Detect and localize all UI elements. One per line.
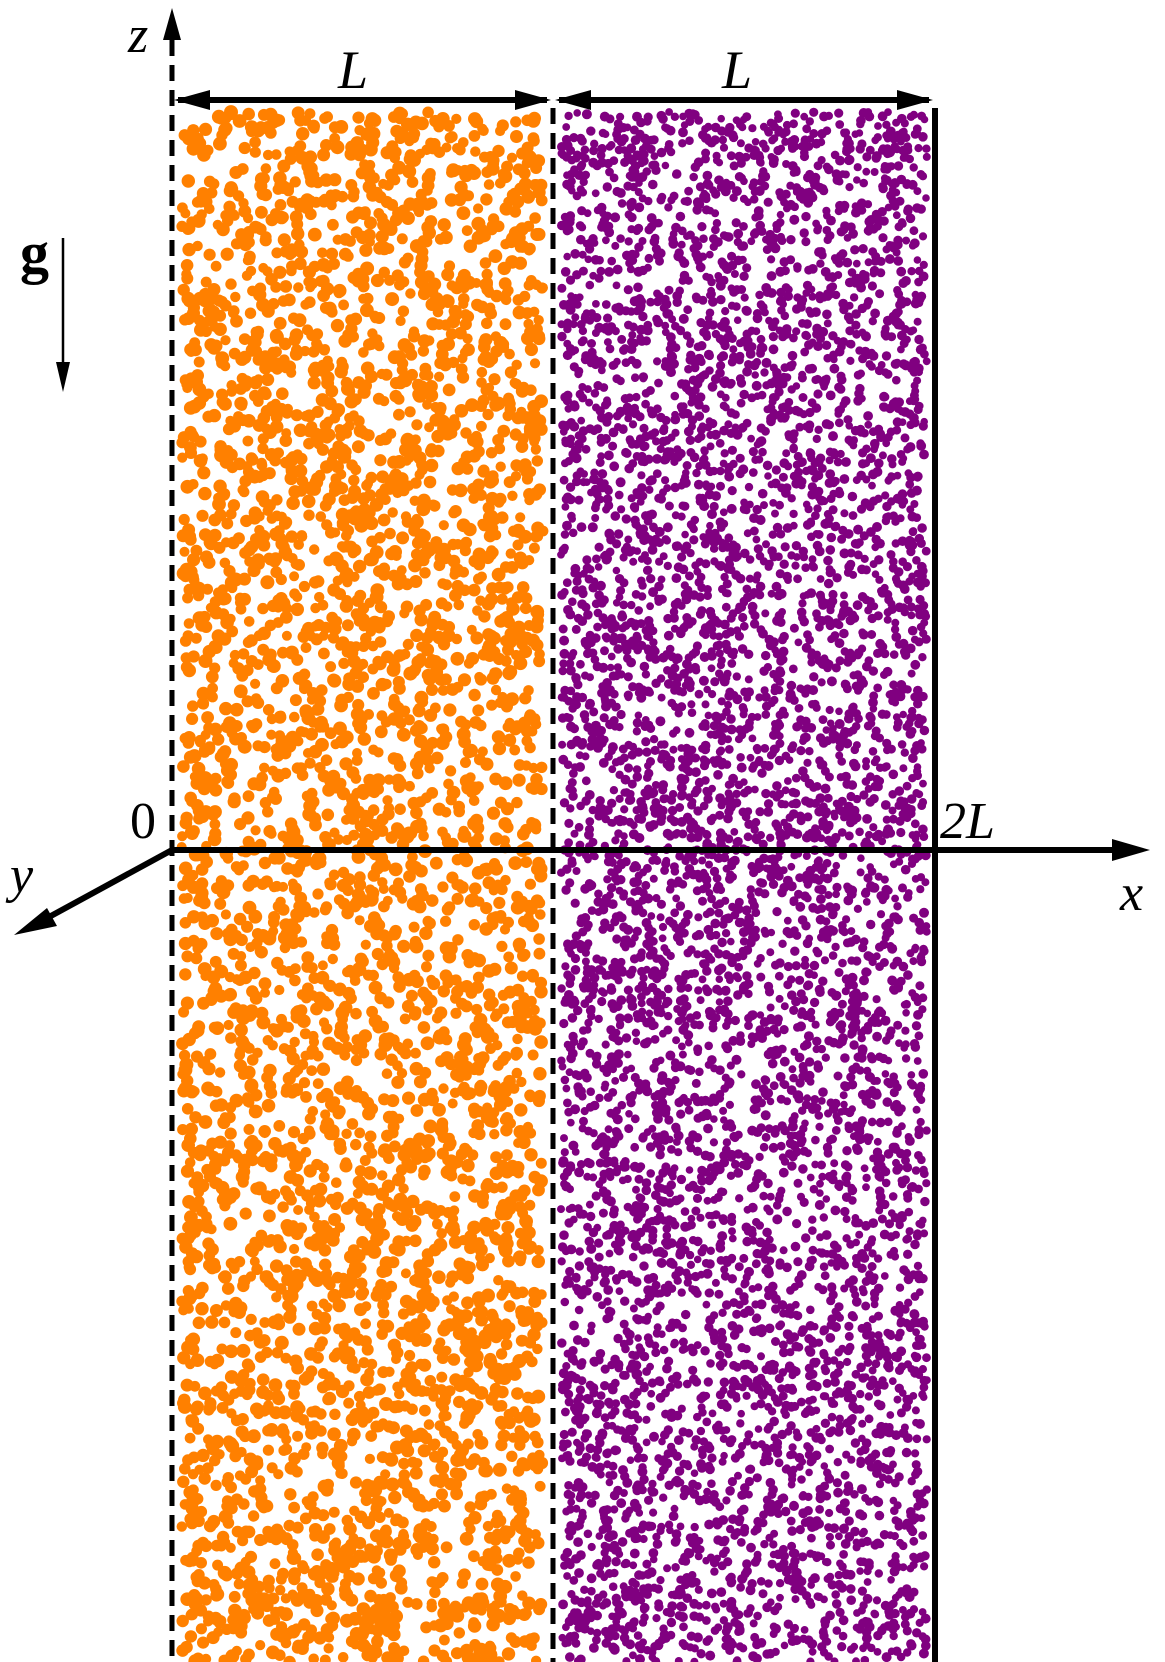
width-label-left: L (337, 40, 368, 100)
x-end-label: 2L (940, 793, 995, 850)
width-label-right: L (721, 40, 752, 100)
z-axis-arrowhead (163, 8, 181, 40)
z-axis-label: z (127, 7, 148, 64)
width-arrow-left-head-end (515, 90, 551, 110)
gravity-arrowhead (56, 362, 70, 392)
right-region-particles (557, 107, 931, 1662)
width-arrow-left-head-start (174, 90, 210, 110)
width-arrow-right-head-end (897, 90, 933, 110)
y-axis-label: y (5, 847, 34, 904)
left-region-particles (176, 105, 549, 1662)
width-arrow-right-head-start (555, 90, 591, 110)
gravity-label: g (20, 220, 49, 285)
y-axis-line (36, 847, 174, 926)
x-axis-arrowhead (1112, 839, 1150, 861)
y-axis-arrowhead (14, 908, 57, 935)
x-axis-label: x (1119, 865, 1143, 922)
origin-label: 0 (130, 793, 156, 850)
